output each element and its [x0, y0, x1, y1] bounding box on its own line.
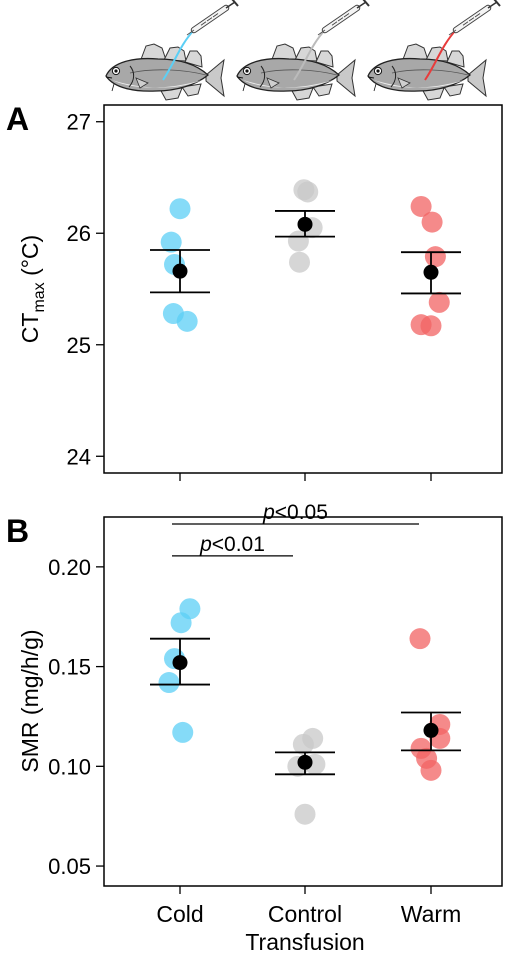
data-point — [409, 628, 431, 650]
syringe-icon — [318, 0, 369, 35]
fish-illustration-control — [236, 0, 369, 101]
mean-point — [423, 264, 439, 280]
data-point — [292, 733, 314, 755]
y-tick-label: 0.10 — [48, 754, 91, 779]
y-tick-label: 26 — [67, 221, 91, 246]
series-cold — [150, 198, 210, 332]
tube-warm — [424, 29, 457, 81]
fish-illustration-cold — [105, 0, 238, 101]
y-axis-b: 0.05 0.10 0.15 0.20 — [48, 555, 104, 879]
mean-point — [423, 722, 439, 738]
panel-b: 0.05 0.10 0.15 0.20 p<0.05 p<0.01 SMR (mg/h/… — [17, 501, 503, 955]
tube-control — [293, 29, 326, 81]
series-warm — [401, 628, 461, 781]
series-warm — [401, 195, 461, 337]
series-control — [275, 727, 335, 825]
x-axis-b — [179, 886, 432, 894]
y-tick-label: 0.15 — [48, 655, 91, 680]
data-point — [420, 315, 442, 337]
y-tick-label: 0.20 — [48, 555, 91, 580]
data-point — [420, 759, 442, 781]
mean-point — [172, 263, 188, 279]
marks-a — [150, 179, 461, 337]
marks-b — [150, 598, 461, 825]
mean-point — [172, 655, 188, 671]
y-tick-label: 0.05 — [48, 854, 91, 879]
significance-label: p<0.01 — [199, 533, 265, 556]
data-point — [158, 672, 180, 694]
tube-cold — [162, 29, 195, 81]
x-axis-a — [179, 473, 432, 481]
data-point — [424, 246, 446, 268]
panel-a: 24 25 26 27 CTmax (°C) — [17, 104, 503, 481]
data-point — [170, 612, 192, 634]
x-tick-label: Control — [268, 901, 342, 927]
panel-label-b: B — [6, 513, 29, 549]
data-point — [172, 721, 194, 743]
plot-frame-b — [103, 516, 503, 887]
x-tick-labels-b: Cold Control Warm — [156, 901, 461, 927]
x-tick-label: Cold — [156, 901, 203, 927]
data-point — [294, 803, 316, 825]
y-axis-label-b: SMR (mg/h/g) — [17, 629, 43, 772]
fish-illustration-warm — [367, 0, 500, 101]
data-point — [289, 251, 310, 273]
y-tick-label: 27 — [67, 110, 91, 135]
y-axis-label-a: CTmax (°C) — [17, 235, 48, 343]
mean-point — [297, 754, 313, 770]
panel-label-a: A — [6, 101, 29, 137]
x-tick-label: Warm — [401, 901, 461, 927]
significance-annotations: p<0.05 p<0.01 — [172, 501, 419, 557]
data-point — [160, 231, 182, 253]
data-point — [169, 198, 191, 220]
data-point — [421, 211, 443, 233]
y-tick-label: 25 — [67, 333, 91, 358]
data-point — [176, 310, 198, 332]
plot-frame-a — [103, 104, 503, 474]
mean-point — [297, 216, 313, 232]
syringe-icon — [187, 0, 238, 35]
series-cold — [150, 598, 210, 743]
significance-label: p<0.05 — [262, 501, 328, 524]
series-control — [275, 179, 335, 273]
data-point — [410, 195, 432, 217]
syringe-icon — [449, 0, 500, 35]
x-axis-label-b: Transfusion — [245, 929, 364, 955]
data-point — [297, 181, 319, 203]
data-point — [428, 291, 450, 313]
y-tick-label: 24 — [67, 444, 91, 469]
y-axis-a: 24 25 26 27 — [67, 110, 104, 469]
